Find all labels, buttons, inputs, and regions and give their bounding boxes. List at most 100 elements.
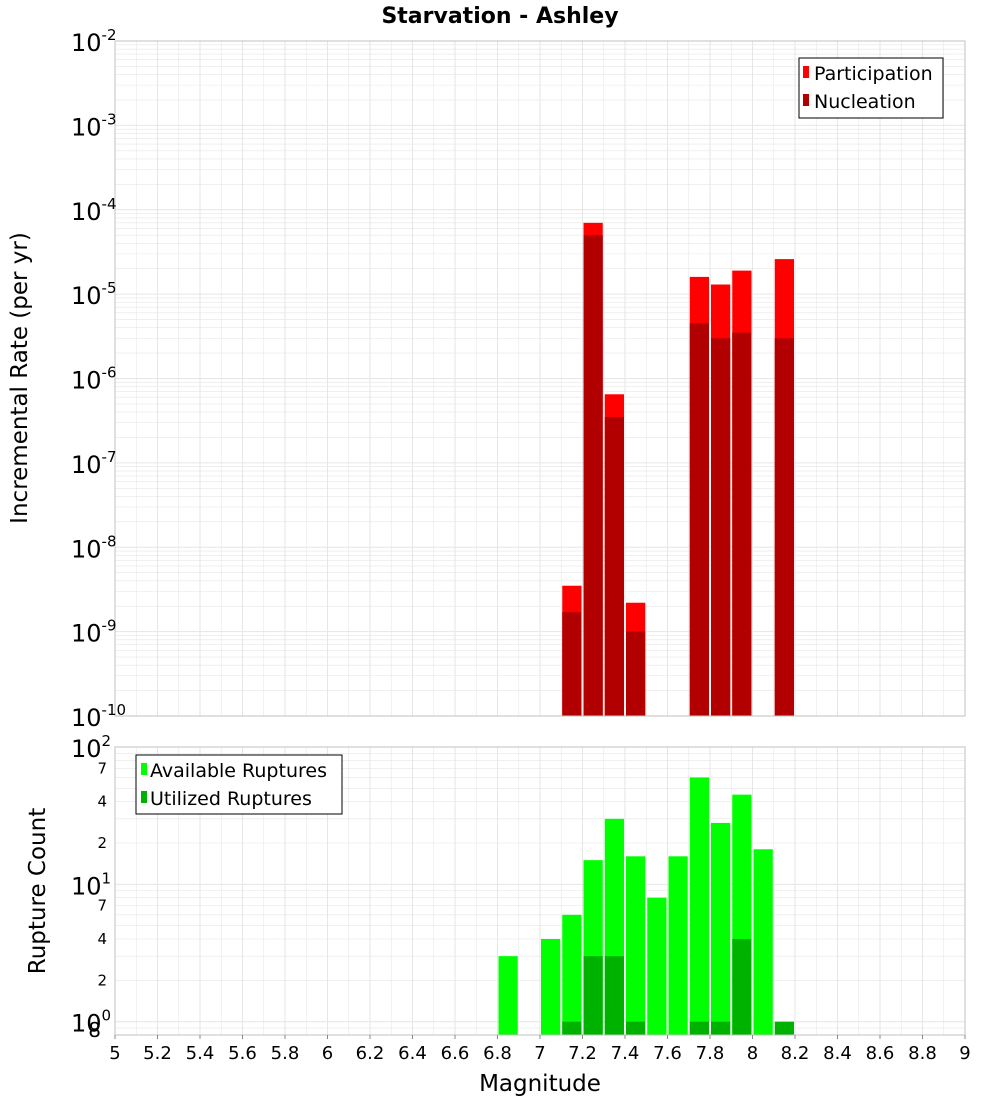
nucleation-bar (732, 332, 752, 716)
count-y-minor-tick-label: 7 (97, 759, 107, 777)
utilized-legend-label: Utilized Ruptures (150, 788, 312, 810)
count-y-axis-label: Rupture Count (25, 808, 51, 974)
utilized-bar (711, 1021, 731, 1035)
available-bar (562, 914, 582, 1035)
utilized-bar (689, 1021, 709, 1035)
rate-y-tick-base: 10 (71, 198, 102, 226)
participation-legend-swatch (803, 66, 809, 78)
rate-bars (562, 222, 794, 716)
nucleation-bar (562, 612, 582, 716)
x-tick-label: 5.6 (228, 1043, 257, 1064)
count-y-tick-label: 102 (71, 732, 111, 763)
rate-y-tick-label: 10-4 (71, 195, 117, 226)
rate-y-tick-exponent: -7 (102, 448, 117, 466)
x-tick-label: 8.6 (866, 1043, 895, 1064)
x-tick-label: 7.8 (696, 1043, 725, 1064)
x-tick-label: 8.4 (823, 1043, 852, 1064)
x-tick-label: 6.6 (441, 1043, 470, 1064)
utilized-bar (583, 956, 603, 1035)
count-y-tick-exponent: 2 (102, 732, 112, 750)
rate-grid (114, 40, 966, 717)
rate-y-tick-base: 10 (71, 620, 102, 648)
x-axis-ticks: 5 5.2 5.4 5.6 5.8 6 6.2 6.4 6.6 6.8 7 7.2 7.4 7.6 7.8 8… (109, 1035, 971, 1064)
x-axis-label: Magnitude (479, 1071, 601, 1097)
rate-legend: Participation Nucleation (798, 57, 944, 119)
utilized-bar (626, 1021, 646, 1035)
count-y-tick-base: 10 (71, 735, 102, 763)
rate-y-tick-label: 10-10 (71, 701, 126, 732)
rate-y-tick-base: 10 (71, 282, 102, 310)
x-tick-label: 5.4 (186, 1043, 215, 1064)
count-y-minor-tick-label: 2 (97, 834, 107, 852)
nucleation-legend-label: Nucleation (814, 91, 916, 113)
rate-y-tick-base: 10 (71, 29, 102, 57)
count-y-tick-label: 101 (71, 869, 111, 900)
rate-y-tick-base: 10 (71, 451, 102, 479)
participation-legend-label: Participation (814, 63, 933, 85)
rate-y-tick-base: 10 (71, 535, 102, 563)
rate-y-tick-label: 10-2 (71, 26, 117, 57)
nucleation-bar (626, 631, 646, 716)
x-tick-label: 7 (534, 1043, 545, 1064)
rate-y-tick-exponent: -6 (102, 364, 117, 382)
rate-y-tick-label: 10-3 (71, 110, 117, 141)
count-y-minor-tick-label: 8 (88, 1018, 101, 1042)
rate-y-tick-exponent: -9 (102, 617, 117, 635)
utilized-bar (732, 939, 752, 1035)
x-tick-label: 7.2 (568, 1043, 597, 1064)
available-bar (626, 856, 646, 1035)
rate-y-tick-exponent: -2 (102, 26, 117, 44)
rate-y-ticks: 10-210-310-410-510-610-710-810-910-10 (71, 26, 126, 732)
x-tick-label: 7.6 (653, 1043, 682, 1064)
rate-y-tick-exponent: -5 (102, 279, 117, 297)
x-tick-label: 6.2 (356, 1043, 385, 1064)
available-bar (498, 956, 518, 1035)
x-tick-label: 6 (322, 1043, 333, 1064)
count-y-tick-exponent: 0 (102, 1007, 112, 1025)
count-y-tick-label: 100 (71, 1007, 111, 1038)
x-tick-label: 6.4 (398, 1043, 427, 1064)
available-bar (541, 939, 561, 1035)
count-y-tick-exponent: 1 (102, 869, 112, 887)
count-y-minor-tick-label: 4 (97, 930, 107, 948)
available-bar (689, 777, 709, 1035)
nucleation-bar (711, 338, 731, 716)
x-tick-label: 7.4 (611, 1043, 640, 1064)
rate-y-tick-exponent: -10 (102, 701, 127, 719)
x-tick-label: 5.2 (143, 1043, 172, 1064)
available-bar (647, 897, 667, 1035)
rate-y-tick-label: 10-9 (71, 617, 117, 648)
rate-panel: 10-210-310-410-510-610-710-810-910-10 In… (7, 26, 966, 732)
rate-plot-frame (114, 40, 966, 717)
available-bar (711, 822, 731, 1035)
rate-y-tick-label: 10-5 (71, 279, 117, 310)
available-legend-swatch (141, 763, 147, 775)
utilized-bar (774, 1021, 794, 1035)
available-legend-label: Available Ruptures (150, 760, 327, 782)
count-bars (498, 777, 794, 1035)
utilized-bar (604, 956, 624, 1035)
nucleation-bar (774, 338, 794, 716)
rate-y-tick-base: 10 (71, 113, 102, 141)
chart-title: Starvation - Ashley (381, 4, 618, 29)
nucleation-legend-swatch (803, 94, 809, 106)
utilized-bar (562, 1021, 582, 1035)
rate-y-tick-base: 10 (71, 367, 102, 395)
rate-y-tick-label: 10-7 (71, 448, 117, 479)
rate-y-axis-label: Incremental Rate (per yr) (7, 232, 33, 524)
nucleation-bar (604, 416, 624, 716)
rate-y-tick-exponent: -8 (102, 532, 117, 550)
count-y-minor-tick-label: 7 (97, 897, 107, 915)
x-tick-label: 9 (959, 1043, 970, 1064)
x-tick-label: 5 (109, 1043, 120, 1064)
count-y-tick-base: 10 (71, 872, 102, 900)
count-legend-box (135, 754, 343, 815)
x-tick-label: 8.2 (781, 1043, 810, 1064)
count-y-tick-base: 10 (71, 1010, 102, 1038)
rate-y-tick-exponent: -3 (102, 110, 117, 128)
nucleation-bar (583, 235, 603, 716)
utilized-legend-swatch (141, 791, 147, 803)
